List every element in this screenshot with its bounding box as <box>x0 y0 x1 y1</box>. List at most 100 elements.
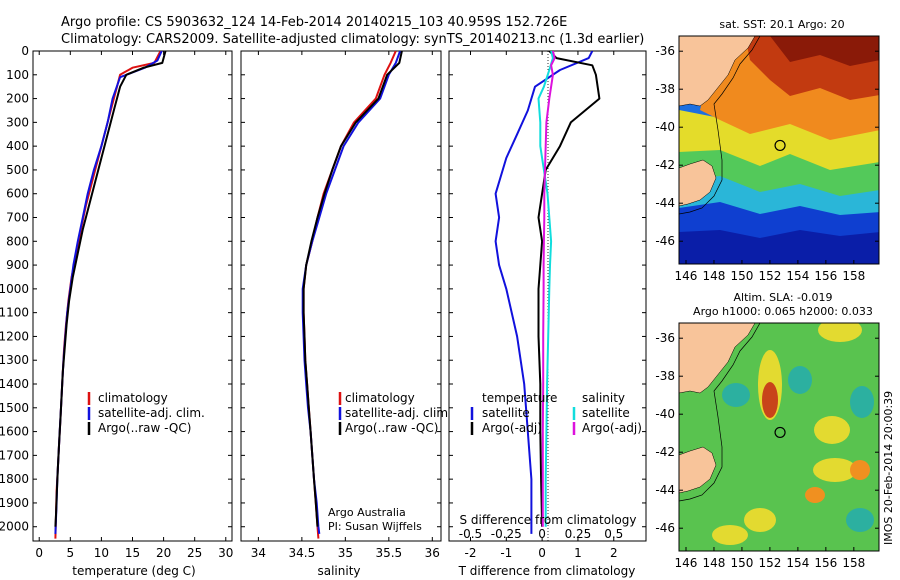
salinity-series <box>301 51 403 539</box>
x-tick-label: 0 <box>538 546 546 560</box>
lon-tick-label: 148 <box>703 269 726 283</box>
difference-series <box>494 51 601 534</box>
depth-tick-label: 1400 <box>0 377 29 391</box>
legend-label-temp-argo: Argo(-adj) <box>482 421 542 435</box>
depth-tick-label: 0 <box>21 44 29 58</box>
sst-band-blue <box>679 200 879 238</box>
salinity-x-axis: 34 34.5 35 35.5 36 <box>251 51 440 560</box>
x-tick-label: 30 <box>218 546 233 560</box>
lat-tick-label: -44 <box>655 483 675 497</box>
legend-label-temp-satellite: satellite <box>482 406 530 420</box>
argo-position-marker <box>774 426 786 439</box>
series-line-salinity-satellite <box>537 51 554 527</box>
salinity-legend: climatology satellite-adj. clim. Argo(..… <box>338 391 452 435</box>
depth-tick-label: 100 <box>6 68 29 82</box>
difference-panel: -2 -1 0 1 2 -0.5 -0.25 0 0.25 0.5 T difference f… <box>448 50 647 578</box>
sla-blob <box>850 460 870 480</box>
x-tick-label: 5 <box>66 546 74 560</box>
temperature-panel: 0100200300400500600700800900100011001200… <box>0 44 233 578</box>
difference-depth-ticks <box>449 50 646 528</box>
salinity-axes-box <box>240 50 442 542</box>
top-x-tick-label: 0 <box>538 527 546 541</box>
legend-header-salinity: salinity <box>582 391 625 405</box>
series-line-temperature-argo-adj <box>537 51 601 527</box>
lon-tick-label: 152 <box>758 556 781 570</box>
depth-tick-label: 700 <box>6 211 29 225</box>
depth-tick-label: 300 <box>6 115 29 129</box>
sst-lat-axis: -36 -38 -40 -42 -44 -46 <box>655 44 879 248</box>
depth-axis: 0 100 200 300 400 500 600 700 800 900 1000 1100 1200… <box>0 44 232 534</box>
legend-label-argo: Argo(..raw -QC) <box>345 421 438 435</box>
lon-tick-label: 150 <box>730 556 753 570</box>
sst-lon-axis: 146 148 150 152 154 156 158 <box>675 260 865 283</box>
lon-tick-label: 156 <box>814 269 837 283</box>
sla-blob <box>814 416 850 444</box>
legend-label-climatology: climatology <box>98 391 168 405</box>
lon-tick-label: 156 <box>814 556 837 570</box>
legend-header-temperature: temperature <box>482 391 557 405</box>
x-tick-label: 2 <box>610 546 618 560</box>
lon-tick-label: 148 <box>703 556 726 570</box>
difference-xlabel: T difference from climatology <box>458 564 636 578</box>
lon-tick-label: 146 <box>675 556 698 570</box>
x-tick-label: 35.5 <box>375 546 402 560</box>
sla-blob <box>818 323 862 342</box>
lat-tick-label: -36 <box>655 331 675 345</box>
sla-blob <box>805 487 825 503</box>
land-tasmania <box>679 159 717 207</box>
sla-blob <box>788 366 812 394</box>
x-tick-label: -2 <box>465 546 477 560</box>
lon-tick-label: 152 <box>758 269 781 283</box>
shelf-contour <box>679 323 761 502</box>
lat-tick-label: -46 <box>655 234 675 248</box>
lon-tick-label: 158 <box>842 269 865 283</box>
depth-tick-label: 400 <box>6 139 29 153</box>
x-tick-label: 1 <box>574 546 582 560</box>
lat-tick-label: -42 <box>655 445 675 459</box>
temperature-axes-box <box>32 50 233 542</box>
sla-map-title-line2: Argo h1000: 0.065 h2000: 0.033 <box>693 305 873 318</box>
land-tasmania <box>679 446 717 494</box>
land-mainland <box>679 36 756 107</box>
legend-label-satellite: satellite-adj. clim. <box>345 406 452 420</box>
lat-tick-label: -40 <box>655 120 675 134</box>
difference-legend: temperature salinity satellite Argo(-adj… <box>470 391 642 435</box>
sst-band-deep-blue <box>679 228 879 264</box>
depth-tick-label: 200 <box>6 92 29 106</box>
x-tick-label: 36 <box>425 546 440 560</box>
x-tick-label: 15 <box>125 546 140 560</box>
temperature-legend: climatology satellite-adj. clim. Argo(..… <box>87 391 205 435</box>
imos-watermark: IMOS 20-Feb-2014 20:00:39 <box>882 391 895 545</box>
sla-map-panel: Altim. SLA: -0.019 Argo h1000: 0.065 h20… <box>655 291 880 570</box>
x-tick-label: 34 <box>251 546 266 560</box>
depth-tick-label: 600 <box>6 187 29 201</box>
depth-tick-label: 1000 <box>0 282 29 296</box>
legend-label-satellite: satellite-adj. clim. <box>98 406 205 420</box>
temperature-xlabel: temperature (deg C) <box>72 564 195 578</box>
shelf-contour <box>679 36 761 215</box>
lat-tick-label: -42 <box>655 158 675 172</box>
annotation-argo-australia: Argo Australia <box>328 506 406 519</box>
lat-tick-label: -36 <box>655 44 675 58</box>
argo-position-marker <box>774 139 786 152</box>
series-line-argo-raw-qc <box>54 51 167 527</box>
difference-top-label: S difference from climatology <box>460 513 637 527</box>
depth-tick-label: 900 <box>6 258 29 272</box>
temperature-x-axis: 0 5 10 15 20 25 30 <box>35 51 233 560</box>
salinity-xlabel: salinity <box>317 564 360 578</box>
annotation-pi: PI: Susan Wijffels <box>328 520 422 533</box>
top-x-tick-label: -0.5 <box>459 527 482 541</box>
depth-tick-label: 500 <box>6 163 29 177</box>
sla-field <box>679 323 879 551</box>
figure-title-line1: Argo profile: CS 5903632_124 14-Feb-2014… <box>61 15 567 30</box>
depth-tick-label: 1700 <box>0 448 29 462</box>
sla-lat-axis: -36 -38 -40 -42 -44 -46 <box>655 331 879 535</box>
series-line-temperature-satellite <box>494 51 594 534</box>
x-tick-label: 34.5 <box>289 546 316 560</box>
lat-tick-label: -40 <box>655 407 675 421</box>
salinity-panel: 34 34.5 35 35.5 36 salinity climatology sate… <box>240 50 452 578</box>
x-tick-label: 20 <box>156 546 171 560</box>
top-x-tick-label: -0.25 <box>491 527 522 541</box>
sst-band-green <box>679 148 879 196</box>
lon-tick-label: 146 <box>675 269 698 283</box>
